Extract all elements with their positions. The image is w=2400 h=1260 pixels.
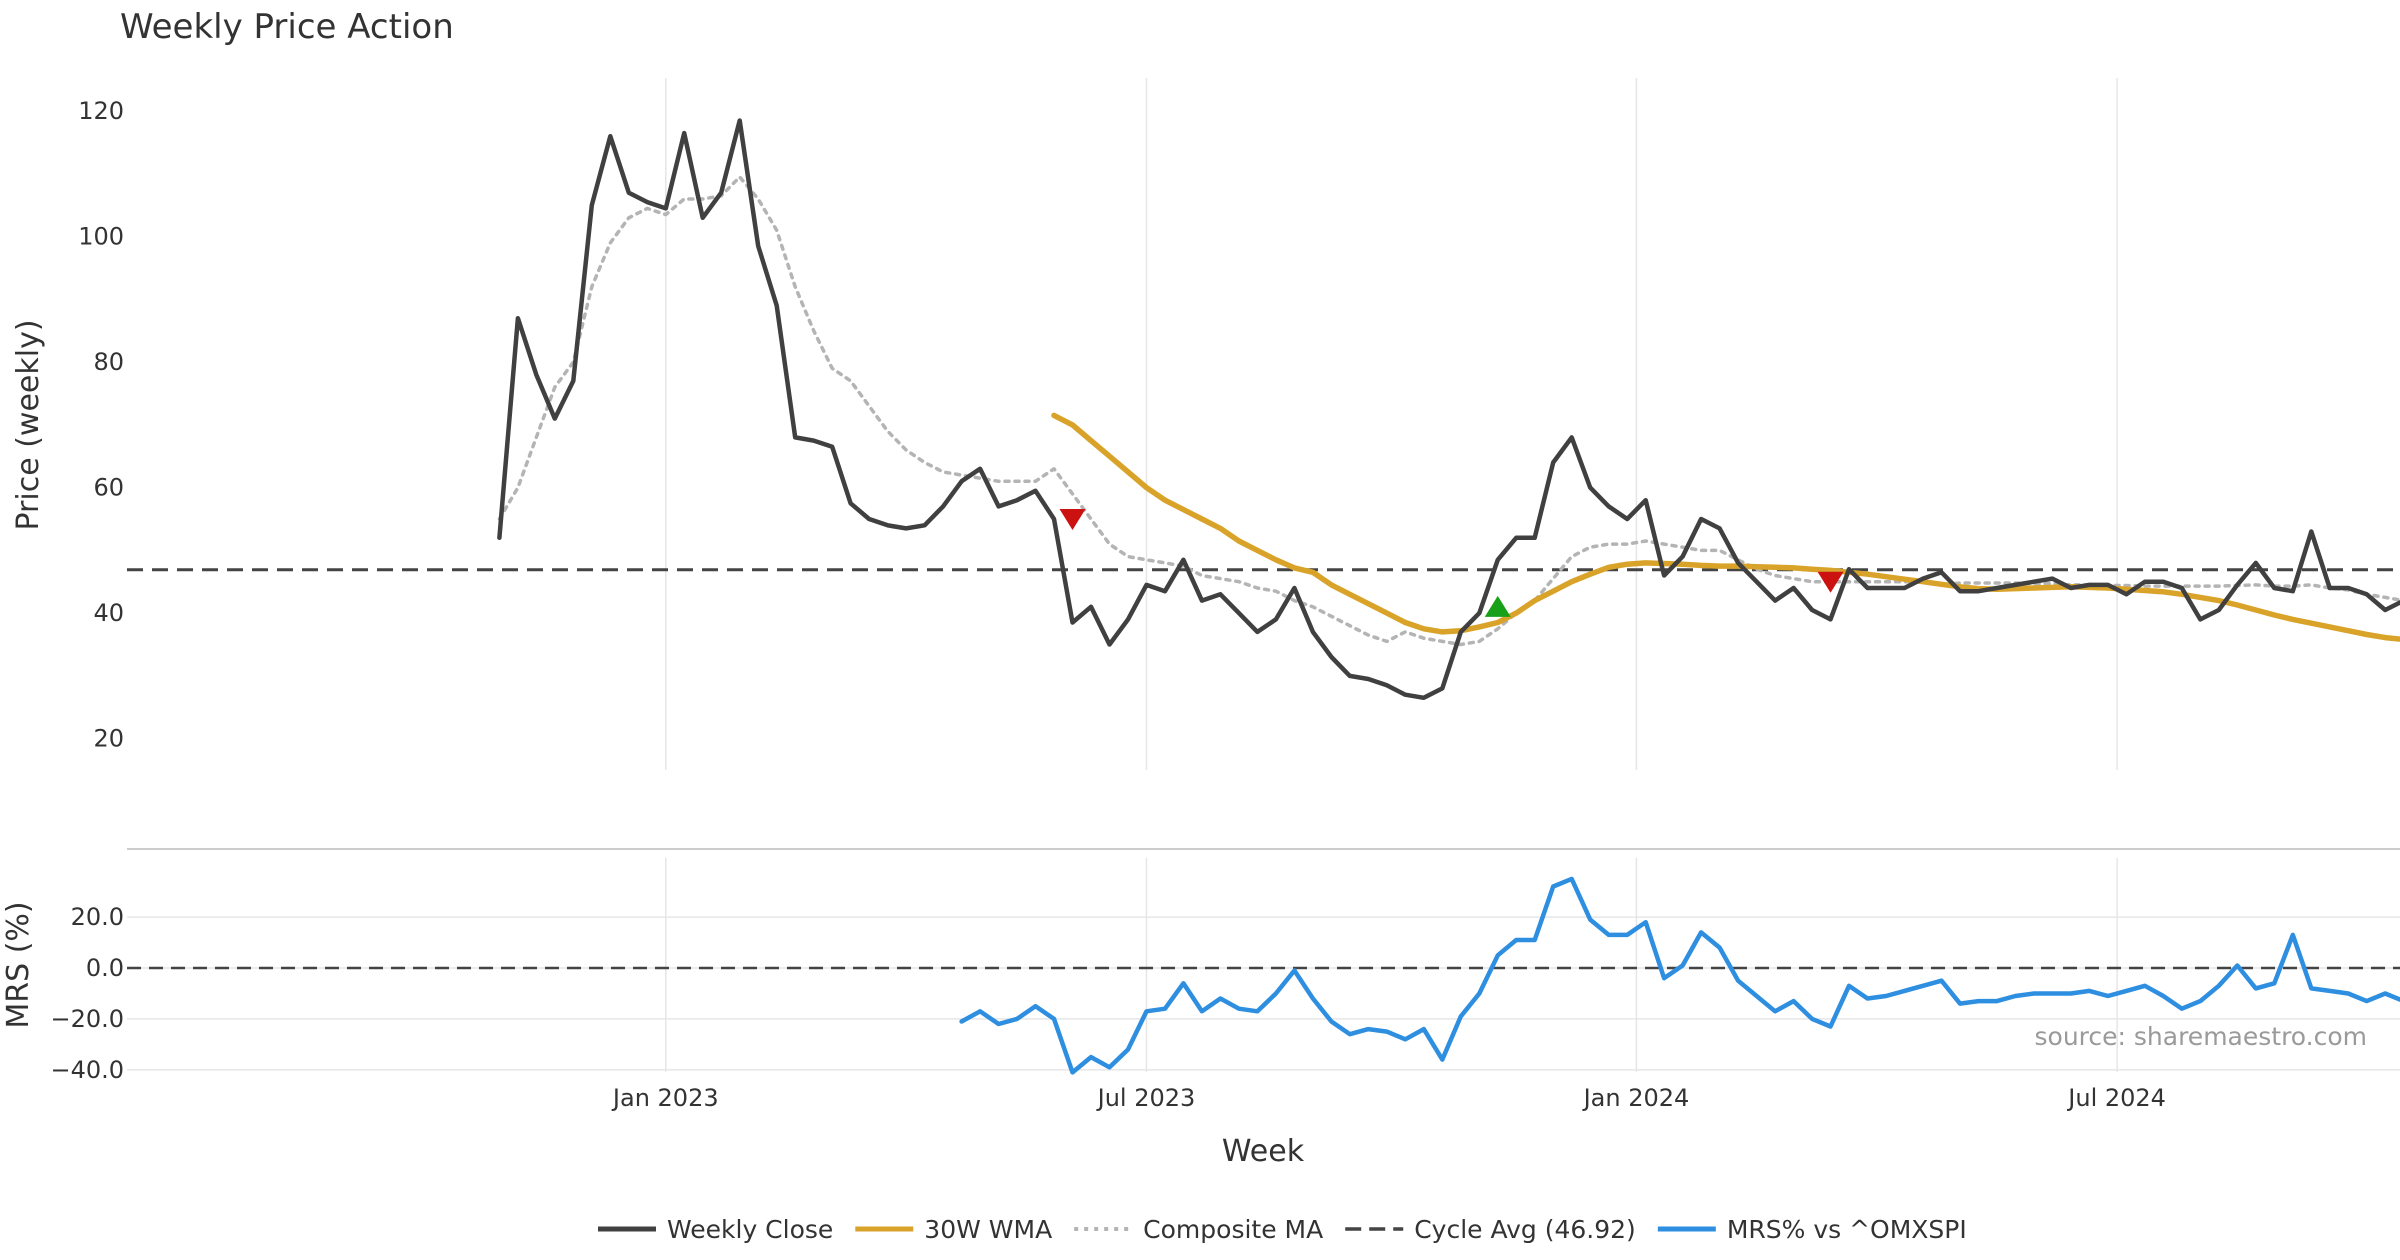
30w-wma-line <box>1051 412 2400 642</box>
sell-signal-marker <box>1817 571 1844 593</box>
price-y-tick-label: 20 <box>93 725 124 753</box>
legend-label: MRS% vs ^OMXSPI <box>1727 1215 1967 1244</box>
price-y-axis-label: Price (weekly) <box>11 319 46 530</box>
price-y-tick-label: 80 <box>93 348 124 376</box>
price-y-tick-label: 100 <box>78 223 124 251</box>
mrs-y-ticks: 20.0 0.0 −20.0 −40.0 <box>50 903 124 1084</box>
legend-label: Weekly Close <box>667 1215 833 1244</box>
buy-signal-marker <box>1484 595 1511 617</box>
legend-item-composite-ma: Composite MA <box>1074 1215 1323 1244</box>
price-grid <box>665 78 2118 770</box>
legend-item-mrs-vs-omxspi: MRS% vs ^OMXSPI <box>1657 1215 1967 1244</box>
price-plot <box>127 118 2400 701</box>
sell-signal-marker <box>1059 508 1086 530</box>
legend-label: Composite MA <box>1143 1215 1323 1244</box>
x-tick-label: Jul 2023 <box>1096 1084 1196 1112</box>
price-y-tick-label: 40 <box>93 599 124 627</box>
source-annotation: source: sharemaestro.com <box>2035 1022 2368 1051</box>
mrs-y-axis-label: MRS (%) <box>1 901 36 1028</box>
x-axis-label: Week <box>1222 1134 1305 1169</box>
mrs-y-tick-label: 20.0 <box>71 903 124 931</box>
price-y-tick-label: 120 <box>78 97 124 125</box>
mrs-y-tick-label: 0.0 <box>86 954 124 982</box>
chart-title: Weekly Price Action <box>120 7 454 47</box>
legend-item-cycle-avg-46-92: Cycle Avg (46.92) <box>1345 1215 1636 1244</box>
legend: Weekly Close 30W WMA Composite MA Cycle Avg… <box>598 1215 1967 1244</box>
price-y-tick-label: 60 <box>93 474 124 502</box>
legend-label: 30W WMA <box>924 1215 1052 1244</box>
mrs-plot <box>127 876 2400 1075</box>
legend-label: Cycle Avg (46.92) <box>1414 1215 1636 1244</box>
legend-item-weekly-close: Weekly Close <box>598 1215 833 1244</box>
mrs-y-tick-label: −20.0 <box>50 1005 124 1033</box>
mrs-y-tick-label: −40.0 <box>50 1056 124 1084</box>
composite-ma-line <box>497 175 2400 647</box>
weekly-close-line <box>497 118 2400 701</box>
x-tick-label: Jul 2024 <box>2066 1084 2166 1112</box>
price-y-ticks: 20 40 60 80 100 120 <box>78 97 124 753</box>
x-tick-label: Jan 2024 <box>1582 1084 1690 1112</box>
mrs-line <box>959 876 2400 1075</box>
legend-item-30w-wma: 30W WMA <box>855 1215 1052 1244</box>
x-tick-label: Jan 2023 <box>611 1084 719 1112</box>
